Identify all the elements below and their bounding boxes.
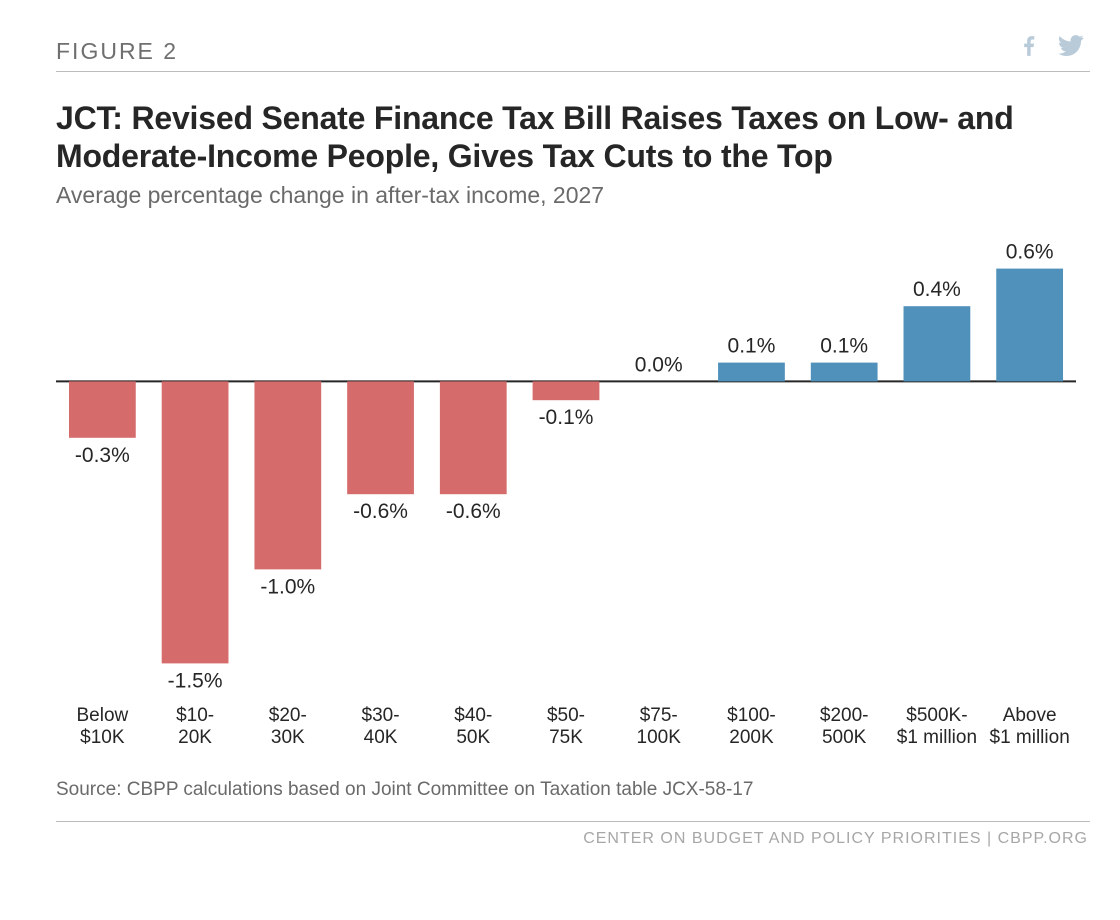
- category-label: $10K: [80, 727, 125, 748]
- category-label: $1 million: [990, 727, 1070, 748]
- figure-container: FIGURE 2 JCT: Revised Senate Finance Tax…: [0, 0, 1120, 920]
- bar-value-label: -0.3%: [75, 443, 130, 466]
- bar: [162, 381, 229, 663]
- bar-value-label: -0.1%: [539, 406, 594, 429]
- category-label: 50K: [456, 727, 490, 748]
- bar-value-label: -1.5%: [168, 669, 223, 692]
- bar: [254, 381, 321, 569]
- footer-credit: CENTER ON BUDGET AND POLICY PRIORITIES |…: [56, 830, 1090, 848]
- bar-value-label: -0.6%: [353, 500, 408, 523]
- bar: [440, 381, 507, 494]
- figure-label: FIGURE 2: [56, 38, 178, 65]
- bar: [347, 381, 414, 494]
- category-label: $1 million: [897, 727, 977, 748]
- category-label: $50-: [547, 705, 585, 726]
- category-label: 20K: [178, 727, 212, 748]
- category-label: Above: [1003, 705, 1057, 726]
- bar-chart: -0.3% Below$10K -1.5% $10-20K -1.0% $20-30K -0…: [56, 231, 1090, 761]
- twitter-icon[interactable]: [1056, 30, 1086, 65]
- category-label: $200-: [820, 705, 869, 726]
- category-label: $500K-: [906, 705, 967, 726]
- figure-header: FIGURE 2: [56, 30, 1090, 72]
- bar: [69, 381, 136, 437]
- category-label: 75K: [549, 727, 583, 748]
- chart-subtitle: Average percentage change in after-tax i…: [56, 182, 1090, 209]
- bar: [811, 362, 878, 381]
- bar: [996, 268, 1063, 381]
- category-label: $10-: [176, 705, 214, 726]
- category-label: 40K: [364, 727, 398, 748]
- category-label: 100K: [637, 727, 682, 748]
- bar: [718, 362, 785, 381]
- share-icons: [1016, 30, 1090, 65]
- category-label: $75-: [640, 705, 678, 726]
- category-label: $100-: [727, 705, 776, 726]
- bar-value-label: 0.4%: [913, 278, 961, 301]
- bar-value-label: 0.0%: [635, 353, 683, 376]
- category-label: $20-: [269, 705, 307, 726]
- facebook-icon[interactable]: [1016, 32, 1042, 63]
- chart-title: JCT: Revised Senate Finance Tax Bill Rai…: [56, 100, 1082, 176]
- bar-value-label: -0.6%: [446, 500, 501, 523]
- category-label: Below: [76, 705, 128, 726]
- bar-value-label: 0.1%: [820, 334, 868, 357]
- category-label: 30K: [271, 727, 305, 748]
- category-label: 200K: [729, 727, 774, 748]
- bar-value-label: -1.0%: [260, 575, 315, 598]
- category-label: $30-: [362, 705, 400, 726]
- category-label: 500K: [822, 727, 867, 748]
- source-note: Source: CBPP calculations based on Joint…: [56, 779, 1090, 822]
- category-label: $40-: [454, 705, 492, 726]
- bar: [533, 381, 600, 400]
- bar-value-label: 0.1%: [728, 334, 776, 357]
- bar-value-label: 0.6%: [1006, 240, 1054, 263]
- bar: [904, 306, 971, 381]
